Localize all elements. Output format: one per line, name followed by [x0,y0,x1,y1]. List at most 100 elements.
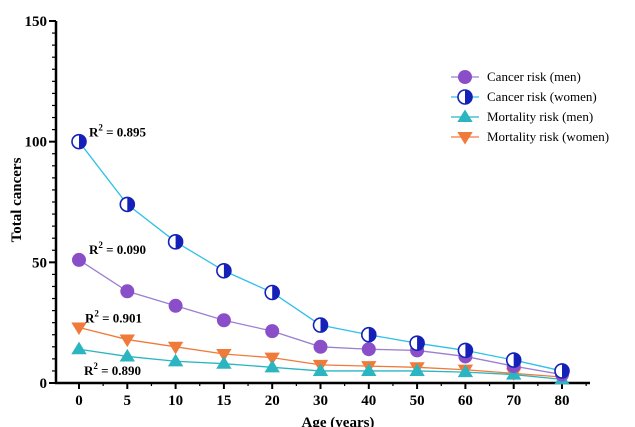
data-point [167,341,184,355]
data-point [119,348,135,362]
x-tick-label: 10 [168,393,183,409]
data-point [505,352,522,368]
x-tick-label: 70 [506,393,521,409]
r-squared-value: = 0.090 [103,242,146,257]
data-point-half [79,134,87,149]
data-point [119,196,136,213]
data-point [506,366,522,380]
data-point [361,342,376,357]
r-squared-exponent: 2 [94,308,99,318]
chart-axes: 0 50 100 150 0 5 10 15 20 30 40 50 60 70 80 [25,14,590,409]
data-point [457,109,473,123]
data-point [458,70,472,84]
legend-label: Cancer risk (women) [487,89,597,104]
data-point [216,262,232,279]
data-point [71,133,87,150]
series-0 [72,252,569,382]
r-squared-value: = 0.890 [98,363,141,378]
series-line [78,141,563,372]
data-point [457,342,474,359]
x-tick-label: 20 [265,393,280,409]
data-point [457,364,474,378]
series-line [78,259,563,376]
legend-label: Mortality risk (women) [487,129,609,144]
data-point-half [562,363,570,378]
x-tick-label: 5 [124,393,132,409]
r-squared-exponent: 2 [98,240,103,250]
data-point [71,341,87,355]
legend-item: Mortality risk (men) [451,109,593,124]
data-point [409,363,425,376]
r-squared-exponent: 2 [98,123,103,133]
data-point-half [320,318,328,333]
data-point-half [465,343,473,358]
r-squared-exponent: 2 [93,361,98,371]
x-tick-label: 15 [216,393,231,409]
data-point [457,131,473,145]
r-squared-label: R2 = 0.895 [89,123,147,140]
y-tick-label: 100 [25,135,48,151]
legend-label: Mortality risk (men) [487,109,593,124]
data-point [216,349,232,362]
chart-legend: Cancer risk (men) Cancer risk (women) Mort… [451,69,609,145]
series-1 [71,133,570,379]
data-point-half [465,90,472,104]
legend-label: Cancer risk (men) [487,69,581,84]
data-point [457,89,473,105]
data-point [264,359,280,373]
x-tick-label: 60 [458,393,473,409]
r-squared-label: R2 = 0.890 [84,361,141,378]
data-point [409,335,425,351]
x-tick-label: 40 [361,393,376,409]
data-point [264,352,280,366]
data-point [167,353,184,367]
r-squared-symbol: R [84,363,94,378]
y-tick-label: 0 [40,376,48,392]
data-point-half [175,234,183,249]
data-point [361,363,377,376]
x-tick-label: 0 [75,393,83,409]
data-point [72,252,86,267]
data-point [216,313,231,328]
x-axis-title: Age (years) [302,415,375,427]
data-point [216,356,232,369]
data-point [265,324,280,339]
data-point [119,334,135,348]
data-point [360,326,377,343]
data-point-half [417,336,425,351]
r-squared-label: R2 = 0.090 [89,240,146,257]
data-point [312,317,329,333]
data-point-half [223,263,231,278]
data-point [312,363,329,376]
r-squared-label: R2 = 0.901 [85,308,142,325]
y-axis-title: Total cancers [9,157,25,242]
data-point [554,363,570,379]
legend-item: Cancer risk (men) [451,69,581,84]
chart-series [71,133,570,385]
data-point-half [513,353,521,368]
r-squared-symbol: R [89,242,99,257]
data-point [71,322,87,336]
r-squared-symbol: R [85,310,95,325]
data-point [168,298,183,313]
data-point [120,284,135,299]
y-tick-label: 150 [25,14,48,30]
r-squared-symbol: R [89,125,99,140]
r-squared-value: = 0.895 [103,125,147,140]
y-tick-label: 50 [32,255,47,271]
data-point-half [127,197,135,212]
series-2 [71,341,570,385]
legend-item: Cancer risk (women) [451,89,597,105]
data-point [264,284,281,301]
x-tick-label: 30 [313,393,328,409]
data-point [313,339,328,354]
data-point-half [272,285,280,300]
legend-item: Mortality risk (women) [451,129,609,145]
data-point [167,234,184,250]
x-tick-label: 80 [555,393,570,409]
data-point-half [368,327,376,342]
x-tick-label: 50 [410,393,425,409]
r-squared-value: = 0.901 [99,310,142,325]
